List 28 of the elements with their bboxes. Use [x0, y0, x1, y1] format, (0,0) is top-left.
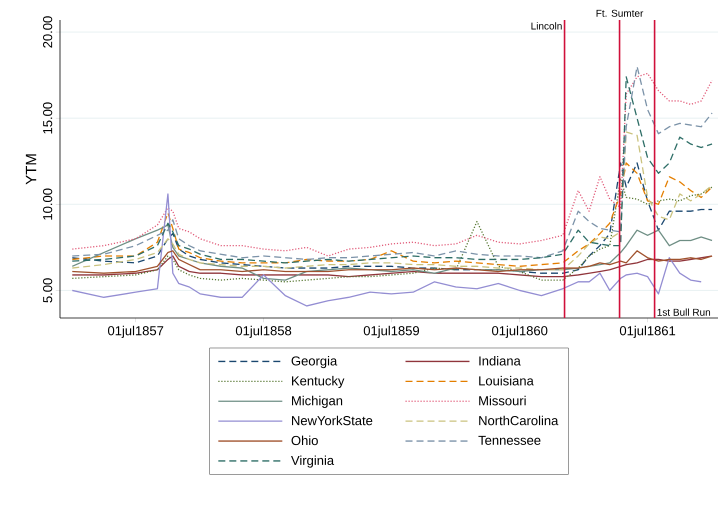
x-tick-label: 01jul1860: [492, 326, 548, 338]
legend-label: Kentucky: [292, 376, 344, 388]
y-axis-title: YTM: [26, 154, 36, 184]
line-series: [72, 131, 713, 270]
legend-label: Tennessee: [478, 436, 540, 445]
legend-label: Ohio: [292, 436, 318, 446]
x-tick-label: 01jul1857: [108, 326, 164, 338]
legend-label: NorthCarolina: [479, 416, 558, 426]
legend-label: Virginia: [291, 455, 334, 468]
line-series: [72, 193, 702, 307]
x-tick-label: 01jul1859: [364, 326, 420, 338]
ref-line-label: 1st Bull Run: [658, 308, 710, 316]
legend-label: NewYorkState: [292, 416, 372, 426]
ref-line-label: Ft. Sumter: [596, 10, 644, 17]
legend-label: Georgia: [292, 356, 338, 368]
ref-line-label: Lincoln: [531, 22, 562, 30]
line-series: [72, 224, 713, 281]
line-series: [72, 178, 713, 282]
x-tick-label: 01jul1858: [236, 326, 292, 338]
legend-label: Indiana: [479, 356, 521, 366]
legend-label: Michigan: [292, 396, 342, 408]
x-tick-label: 01jul1861: [620, 326, 676, 338]
y-tick-label: 10.00: [43, 188, 52, 220]
y-tick-label: 20.00: [43, 16, 52, 48]
legend-label: Missouri: [479, 396, 526, 406]
y-tick-label: 15.00: [43, 102, 52, 134]
y-tick-label: 5.00: [43, 278, 52, 303]
legend-label: Louisiana: [479, 376, 534, 386]
